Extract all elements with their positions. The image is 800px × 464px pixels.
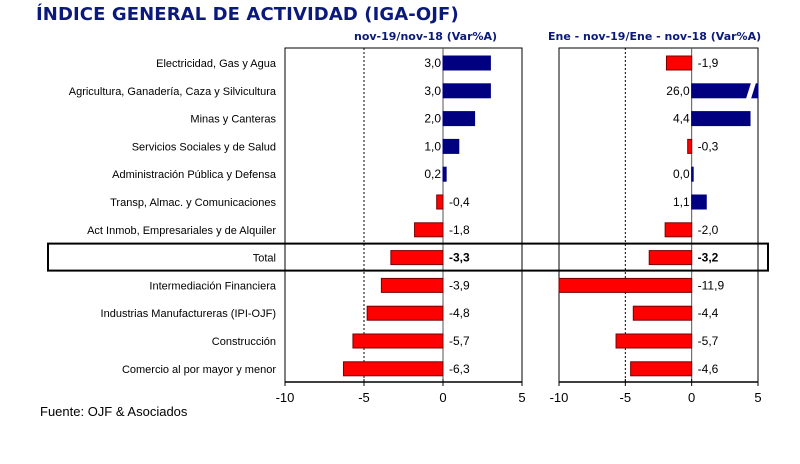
bar-construccion <box>615 333 693 349</box>
bar-minas-y-canteras <box>442 111 476 127</box>
value-label-construccion: -5,7 <box>449 334 470 348</box>
bar-act-inmob-empresariales-y-de-alquiler <box>664 222 693 238</box>
value-label-total: -3,2 <box>698 251 719 265</box>
bar-administracion-publica-y-defensa <box>691 166 694 182</box>
value-label-agricultura-ganaderia-caza-y-silvicultura: 26,0 <box>666 84 690 98</box>
value-label-intermediacion-financiera: -3,9 <box>449 278 470 292</box>
value-label-electricidad-gas-y-agua: 3,0 <box>424 56 441 70</box>
bar-industrias-manufactureras-ipi-ojf <box>632 305 693 321</box>
bar-comercio-al-por-mayor-y-menor <box>342 361 444 377</box>
bar-electricidad-gas-y-agua <box>665 55 693 71</box>
bar-total <box>648 250 693 266</box>
category-label-administracion-publica-y-defensa: Administración Pública y Defensa <box>112 169 277 181</box>
plot-frame <box>558 47 759 383</box>
plot-frame <box>284 47 523 383</box>
category-label-construccion: Construcción <box>212 336 276 348</box>
bar-total <box>390 250 444 266</box>
value-label-intermediacion-financiera: -11,9 <box>698 278 725 292</box>
left-chart: -10 -5 0 5 3,0 3,0 2,0 1,0 0,2 -0,4 -1,8 -3,3 -3,9 -4… <box>276 47 526 405</box>
category-label-transp-almac-y-comunicaciones: Transp, Almac. y Comunicaciones <box>110 197 276 209</box>
bar-agricultura-ganaderia-caza-y-silvicultura <box>691 83 759 99</box>
category-label-act-inmob-empresariales-y-de-alquiler: Act Inmob, Empresariales y de Alquiler <box>87 225 276 237</box>
value-label-administracion-publica-y-defensa: 0,0 <box>673 167 690 181</box>
category-label-minas-y-canteras: Minas y Canteras <box>190 114 276 126</box>
total-highlight-box <box>47 242 769 272</box>
chart-title: ÍNDICE GENERAL DE ACTIVIDAD (IGA-OJF) <box>36 4 459 25</box>
value-label-act-inmob-empresariales-y-de-alquiler: -1,8 <box>449 223 470 237</box>
x-tick-label: -5 <box>358 390 370 405</box>
x-tick-label: 5 <box>754 390 761 405</box>
category-label-electricidad-gas-y-agua: Electricidad, Gas y Agua <box>156 58 277 70</box>
bar-transp-almac-y-comunicaciones <box>691 194 707 210</box>
value-label-comercio-al-por-mayor-y-menor: -6,3 <box>449 362 470 376</box>
category-label-comercio-al-por-mayor-y-menor: Comercio al por mayor y menor <box>122 364 276 376</box>
category-label-intermediacion-financiera: Intermediación Financiera <box>149 280 276 292</box>
x-tick-label: -10 <box>276 390 295 405</box>
bar-servicios-sociales-y-de-salud <box>442 138 460 154</box>
category-label-total: Total <box>253 253 276 265</box>
category-label-servicios-sociales-y-de-salud: Servicios Sociales y de Salud <box>132 141 276 153</box>
category-labels: Electricidad, Gas y Agua Agricultura, Gan… <box>69 58 277 376</box>
x-tick-label: 0 <box>439 390 446 405</box>
bar-agricultura-ganaderia-caza-y-silvicultura <box>442 83 491 99</box>
bar-electricidad-gas-y-agua <box>442 55 491 71</box>
bar-industrias-manufactureras-ipi-ojf <box>366 305 444 321</box>
category-label-agricultura-ganaderia-caza-y-silvicultura: Agricultura, Ganadería, Caza y Silvicult… <box>69 86 277 98</box>
source-note: Fuente: OJF & Asociados <box>40 404 188 419</box>
x-tick-label: 0 <box>688 390 695 405</box>
left-chart-subtitle: nov-19/nov-18 (Var%A) <box>354 30 498 43</box>
value-label-minas-y-canteras: 2,0 <box>424 112 441 126</box>
value-label-transp-almac-y-comunicaciones: -0,4 <box>449 195 470 209</box>
x-tick-label: 5 <box>518 390 525 405</box>
right-chart-subtitle: Ene - nov-19/Ene - nov-18 (Var%A) <box>548 30 762 43</box>
bar-administracion-publica-y-defensa <box>442 166 447 182</box>
right-chart: -10 -5 0 5 -1,9 26,0 4,4 -0,3 0,0 1,1 -2,0 -3,2 -11,… <box>550 47 762 405</box>
value-label-electricidad-gas-y-agua: -1,9 <box>698 56 719 70</box>
bar-minas-y-canteras <box>691 111 751 127</box>
value-label-construccion: -5,7 <box>698 334 719 348</box>
value-label-servicios-sociales-y-de-salud: -0,3 <box>698 139 719 153</box>
value-label-industrias-manufactureras-ipi-ojf: -4,8 <box>449 306 470 320</box>
value-label-agricultura-ganaderia-caza-y-silvicultura: 3,0 <box>424 84 441 98</box>
value-label-industrias-manufactureras-ipi-ojf: -4,4 <box>698 306 719 320</box>
x-tick-label: -5 <box>620 390 632 405</box>
category-label-industrias-manufactureras-ipi-ojf: Industrias Manufactureras (IPI-OJF) <box>101 308 276 320</box>
axis-break-mark <box>746 82 756 99</box>
value-label-transp-almac-y-comunicaciones: 1,1 <box>673 195 690 209</box>
value-label-minas-y-canteras: 4,4 <box>673 112 690 126</box>
bar-intermediacion-financiera <box>558 277 693 293</box>
value-label-comercio-al-por-mayor-y-menor: -4,6 <box>698 362 719 376</box>
value-label-servicios-sociales-y-de-salud: 1,0 <box>424 139 441 153</box>
bar-intermediacion-financiera <box>380 277 444 293</box>
x-tick-label: -10 <box>550 390 569 405</box>
bar-servicios-sociales-y-de-salud <box>687 138 693 154</box>
value-label-total: -3,3 <box>449 251 470 265</box>
bar-act-inmob-empresariales-y-de-alquiler <box>414 222 444 238</box>
bar-transp-almac-y-comunicaciones <box>436 194 444 210</box>
bar-construccion <box>352 333 444 349</box>
value-label-administracion-publica-y-defensa: 0,2 <box>424 167 441 181</box>
bar-comercio-al-por-mayor-y-menor <box>630 361 693 377</box>
value-label-act-inmob-empresariales-y-de-alquiler: -2,0 <box>698 223 719 237</box>
